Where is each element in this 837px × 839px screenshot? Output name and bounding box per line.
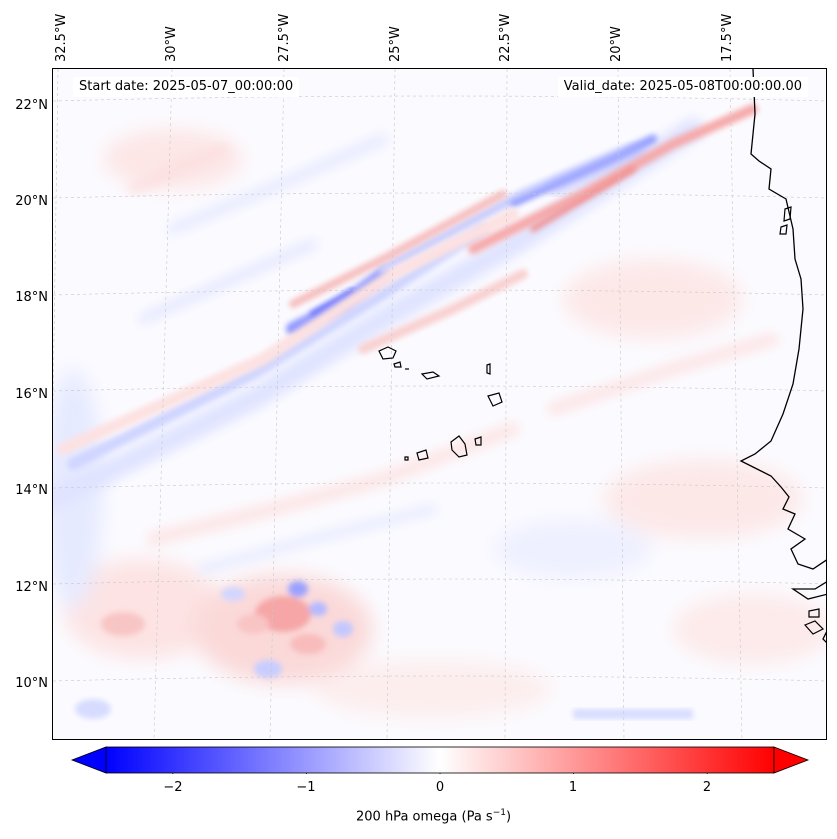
map-panel[interactable]: Start date: 2025-05-07_00:00:00 Valid_da… (52, 68, 827, 740)
lon-label-30w: 30°W (164, 26, 179, 62)
lon-label-25w: 25°W (388, 26, 403, 62)
cape-verde-islands (378, 346, 503, 461)
colorbar-extend-max (773, 746, 810, 774)
lon-label-17-5w: 17.5°W (720, 13, 735, 62)
colorbar-label: 200 hPa omega (Pa s−1) (356, 808, 511, 824)
omega-field (53, 69, 826, 739)
colorbar-label-text: 200 hPa omega (Pa s (356, 809, 493, 825)
lat-label-18n: 18°N (15, 290, 48, 305)
colorbar-tick-0: 0 (435, 780, 445, 795)
lon-label-20w: 20°W (609, 26, 624, 62)
broad-patches (53, 129, 826, 719)
colorbar-label-exponent: −1 (492, 808, 506, 818)
lat-label-14n: 14°N (15, 483, 48, 498)
colorbar-tick-neg2: −2 (163, 780, 183, 795)
colorbar (70, 746, 810, 774)
graticule (53, 69, 826, 739)
colorbar-ticks (172, 773, 708, 774)
lat-label-20n: 20°N (15, 194, 48, 209)
convective-cluster (75, 581, 353, 719)
colorbar-extend-min (70, 746, 107, 774)
diagonal-bands (53, 104, 779, 574)
lon-label-32-5w: 32.5°W (54, 13, 69, 62)
lon-label-22-5w: 22.5°W (498, 13, 513, 62)
colorbar-tick-1: 1 (568, 780, 578, 795)
lat-label-10n: 10°N (15, 676, 48, 691)
lat-label-22n: 22°N (15, 98, 48, 113)
lon-label-27-5w: 27.5°W (277, 13, 292, 62)
lat-label-16n: 16°N (15, 387, 48, 402)
lat-label-12n: 12°N (15, 580, 48, 595)
colorbar-tick-neg1: −1 (296, 780, 316, 795)
coast-islands (779, 206, 825, 635)
colorbar-tick-2: 2 (702, 780, 712, 795)
african-coastline (739, 69, 826, 643)
colorbar-label-close: ) (505, 809, 512, 825)
bottom-strip (573, 709, 693, 719)
valid-date-label: Valid_date: 2025-05-08T00:00:00.00 (557, 77, 808, 97)
start-date-label: Start date: 2025-05-07_00:00:00 (73, 77, 300, 97)
colorbar-body (105, 746, 775, 774)
